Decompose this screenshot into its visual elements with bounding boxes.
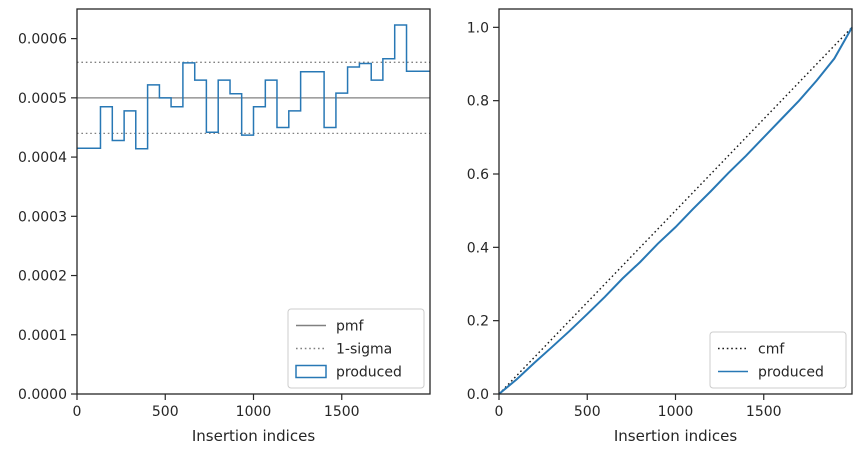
y-tick-label: 0.0001 (18, 328, 67, 344)
pmf-legend: pmf 1-sigma produced (287, 308, 425, 389)
pmf-ticks: 0 500 1000 1500 0.0000 0.0001 0.0002 0.0003 0.00… (18, 32, 360, 420)
legend-label-cmf: cmf (758, 342, 785, 358)
x-tick-label: 1500 (746, 404, 782, 420)
cmf-ticks: 0 500 1000 1500 0.0 0.2 0.4 0.6 0.8 1.0 (467, 20, 782, 420)
y-tick-label: 0.0004 (18, 150, 67, 166)
y-tick-label: 0.4 (467, 240, 489, 256)
x-tick-label: 500 (574, 404, 601, 420)
pmf-panel: 0 500 1000 1500 0.0000 0.0001 0.0002 0.0003 0.00… (18, 8, 431, 445)
y-tick-label: 0.0006 (18, 32, 67, 48)
y-tick-label: 0.2 (467, 314, 489, 330)
pmf-x-axis-label: Insertion indices (192, 427, 315, 445)
legend-box (287, 308, 425, 389)
x-tick-label: 1000 (236, 404, 272, 420)
y-tick-label: 0.0002 (18, 269, 67, 285)
cmf-legend: cmf produced (709, 331, 847, 389)
cmf-marks (498, 26, 853, 395)
y-tick-label: 0.8 (467, 94, 489, 110)
legend-box (709, 331, 847, 389)
cmf-panel: 0 500 1000 1500 0.0 0.2 0.4 0.6 0.8 1.0 Insertion… (467, 8, 853, 445)
x-tick-label: 0 (495, 404, 504, 420)
cmf-x-axis-label: Insertion indices (614, 427, 737, 445)
produced-line (498, 26, 853, 395)
produced-step (77, 24, 430, 150)
pmf-axes-frame (76, 8, 431, 395)
legend-label-produced: produced (336, 365, 402, 381)
legend-handle-produced (295, 364, 327, 379)
y-tick-label: 1.0 (467, 20, 489, 36)
pmf-marks (77, 24, 430, 150)
y-tick-label: 0.0000 (18, 387, 67, 403)
y-tick-label: 0.0003 (18, 209, 67, 225)
legend-label-1-sigma: 1-sigma (336, 342, 392, 358)
x-tick-label: 1000 (658, 404, 694, 420)
x-tick-label: 0 (73, 404, 82, 420)
cmf-axes-frame (498, 8, 853, 395)
y-tick-label: 0.0005 (18, 91, 67, 107)
x-tick-label: 1500 (324, 404, 360, 420)
cmf-line (498, 26, 853, 395)
y-tick-label: 0.0 (467, 387, 489, 403)
y-tick-label: 0.6 (467, 167, 489, 183)
legend-label-pmf: pmf (336, 319, 365, 335)
legend-label-produced: produced (758, 365, 824, 381)
x-tick-label: 500 (152, 404, 179, 420)
